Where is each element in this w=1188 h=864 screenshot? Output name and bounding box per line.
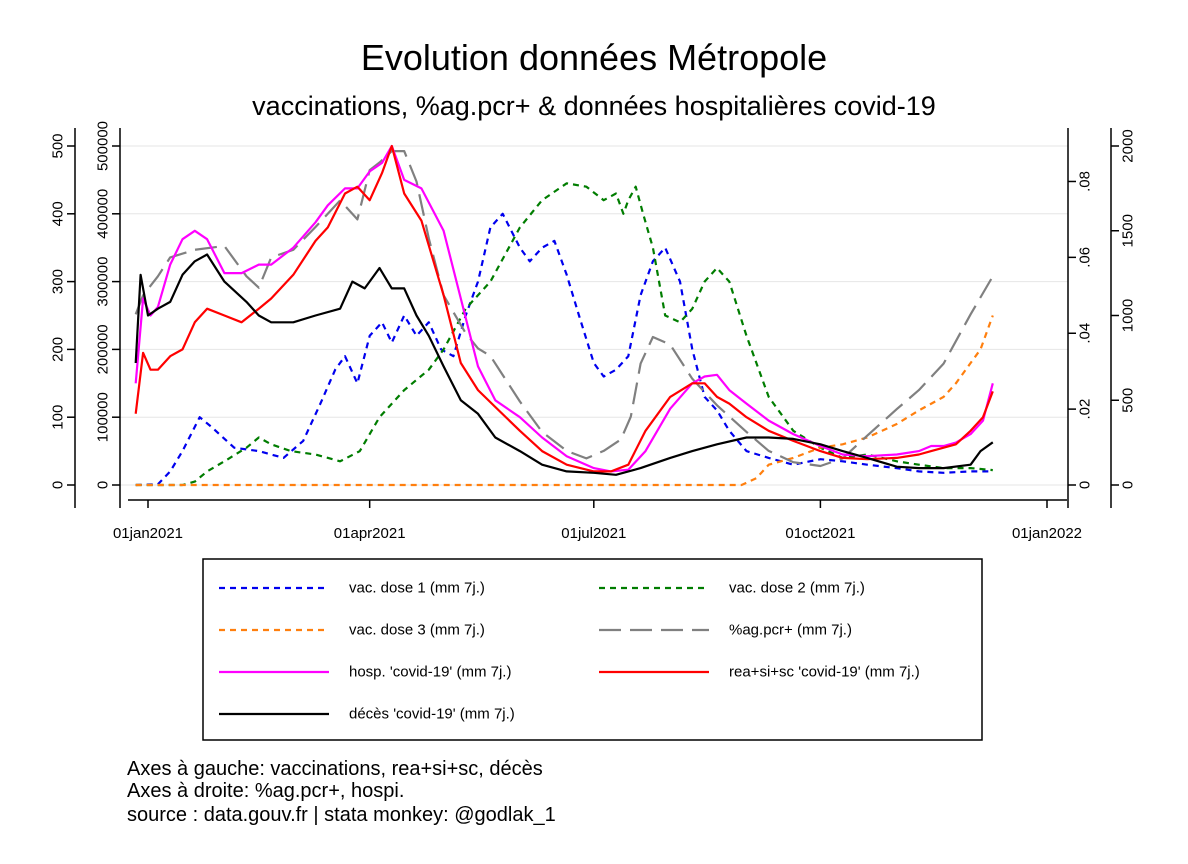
x-tick-label: 01jan2022 <box>1012 525 1082 542</box>
right_inner-tick-label: .06 <box>1077 247 1094 268</box>
right_outer-tick-label: 0 <box>1120 481 1137 489</box>
left_outer-tick-label: 400 <box>50 201 67 226</box>
note-left-axes: Axes à gauche: vaccinations, rea+si+sc, … <box>127 758 543 780</box>
gridlines <box>120 145 1068 418</box>
legend-label-1: vac. dose 2 (mm 7j.) <box>729 580 865 597</box>
legend-label-2: vac. dose 3 (mm 7j.) <box>349 622 485 639</box>
legend-label-3: %ag.pcr+ (mm 7j.) <box>729 622 852 639</box>
right_outer-tick-label: 500 <box>1120 388 1137 413</box>
legend-label-0: vac. dose 1 (mm 7j.) <box>349 580 485 597</box>
legend: vac. dose 1 (mm 7j.) vac. dose 2 (mm 7j.)… <box>219 580 920 723</box>
x-tick-label: 01jul2021 <box>561 525 626 542</box>
right_inner-tick-label: .02 <box>1077 399 1094 420</box>
chart-title: Evolution données Métropole <box>361 37 827 78</box>
right_inner-tick-label: .04 <box>1077 323 1094 344</box>
left_inner-tick-label: 100000 <box>95 392 112 442</box>
series-line-2 <box>135 315 994 487</box>
x-tick-label: 01jan2021 <box>113 525 183 542</box>
left_inner-tick-label: 500000 <box>95 121 112 171</box>
right_outer-tick-label: 2000 <box>1120 129 1137 162</box>
x-tick-label: 01apr2021 <box>334 525 406 542</box>
left_outer-tick-label: 0 <box>50 481 67 489</box>
right_outer-tick-label: 1500 <box>1120 214 1137 247</box>
series-line-0 <box>135 212 993 487</box>
left_outer-tick-label: 500 <box>50 133 67 158</box>
left_outer-tick-label: 200 <box>50 337 67 362</box>
left_outer-tick-label: 300 <box>50 269 67 294</box>
left_outer-tick-label: 100 <box>50 405 67 430</box>
chart-subtitle: vaccinations, %ag.pcr+ & données hospita… <box>252 91 936 121</box>
left_inner-tick-label: 300000 <box>95 257 112 307</box>
left_inner-tick-label: 200000 <box>95 324 112 374</box>
series-lines <box>134 144 994 487</box>
axes: 0100200300400500010000020000030000040000… <box>50 121 1137 542</box>
note-right-axes: Axes à droite: %ag.pcr+, hospi. <box>127 780 405 802</box>
series-line-5 <box>134 144 994 473</box>
legend-label-6: décès 'covid-19' (mm 7j.) <box>349 706 515 723</box>
x-tick-label: 01oct2021 <box>785 525 855 542</box>
legend-label-5: rea+si+sc 'covid-19' (mm 7j.) <box>729 664 920 681</box>
left_inner-tick-label: 400000 <box>95 189 112 239</box>
right_inner-tick-label: .08 <box>1077 171 1094 192</box>
series-line-4 <box>134 144 994 473</box>
left_inner-tick-label: 0 <box>95 481 112 489</box>
legend-label-4: hosp. 'covid-19' (mm 7j.) <box>349 664 511 681</box>
right_inner-tick-label: 0 <box>1077 481 1094 489</box>
series-line-3 <box>134 150 994 468</box>
right_outer-tick-label: 1000 <box>1120 299 1137 332</box>
series-line-6 <box>134 253 994 476</box>
note-source: source : data.gouv.fr | stata monkey: @g… <box>127 804 556 826</box>
legend-box <box>202 558 983 741</box>
